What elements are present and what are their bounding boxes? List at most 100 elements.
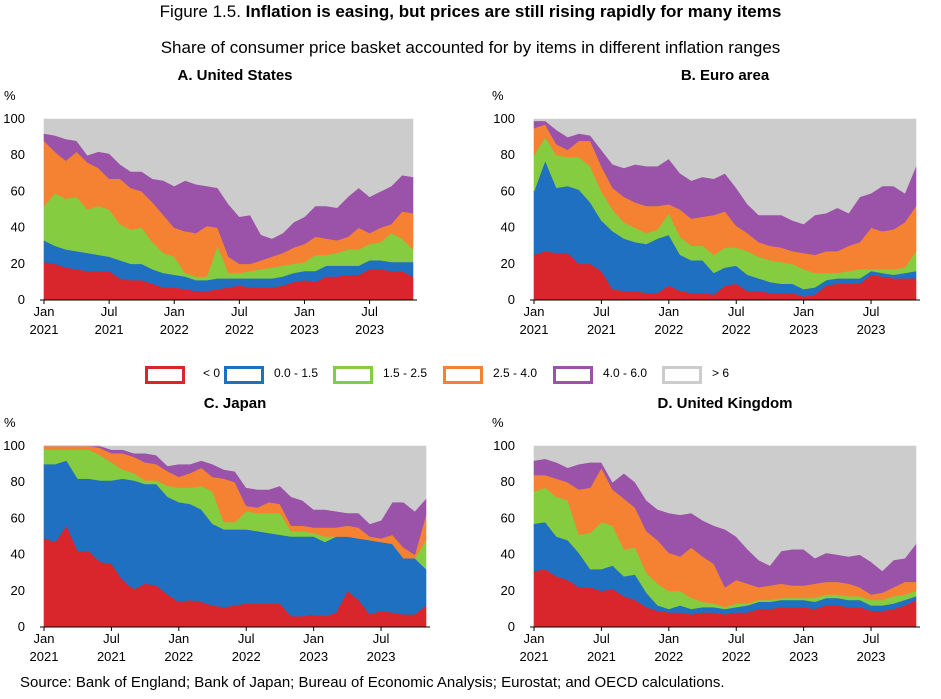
y-tick-label: 100 [3,438,25,453]
area-1.5-2.5 [533,487,917,610]
x-tick-year-label: 2021 [95,322,124,337]
x-tick-year-label: 2022 [225,322,254,337]
y-tick-label: 60 [501,183,515,198]
x-tick-label: Jul [361,304,378,319]
x-tick-label: Jul [593,304,610,319]
x-tick-label: Jul [373,631,390,646]
x-tick-label: Jul [863,631,880,646]
y-tick-label: 0 [18,292,25,307]
x-tick-year-label: 2021 [30,649,59,664]
x-tick-year-label: 2021 [587,322,616,337]
x-tick-label: Jul [863,304,880,319]
y-tick-label: 60 [11,510,25,525]
x-tick-label: Jul [238,631,255,646]
x-tick-label: Jan [658,304,679,319]
x-tick-year-label: 2023 [789,322,818,337]
x-tick-label: Jan [34,631,55,646]
x-tick-year-label: 2023 [367,649,396,664]
x-tick-label: Jan [658,631,679,646]
legend-swatch-0-1.5 [224,366,264,384]
y-tick-label: 80 [11,474,25,489]
x-tick-year-label: 2023 [299,649,328,664]
y-tick-label: 60 [501,510,515,525]
legend-swatch-above-six [662,366,702,384]
panel-title: D. United Kingdom [658,395,793,412]
area-0-1.5 [43,460,427,617]
y-tick-label: 100 [493,111,515,126]
x-tick-label: Jul [728,631,745,646]
y-tick-label: 40 [11,220,25,235]
y-tick-label: 80 [501,147,515,162]
area-4.0-6.0 [533,458,917,595]
y-tick-label: 0 [508,619,515,634]
x-tick-label: Jan [34,304,55,319]
chart-united-states: 0 20 40 60 80 100 Jan 2021 Jul 2021 Jan 2022 Jul 2022… [3,67,417,337]
x-tick-year-label: 2022 [164,649,193,664]
x-tick-year-label: 2021 [97,649,126,664]
y-axis-unit-label: % [492,88,504,103]
x-tick-label: Jul [103,631,120,646]
chart-euro-area: 0 20 40 60 80 100 Jan 2021 Jul 2021 Jan 2022 Jul 2022… [492,67,920,337]
x-tick-year-label: 2022 [722,649,751,664]
legend-label: 1.5 - 2.5 [383,366,428,380]
area-0-1.5 [533,159,917,297]
figure-subtitle: Share of consumer price basket accounted… [160,38,781,57]
area-below-zero [533,568,917,628]
x-tick-label: Jan [303,631,324,646]
y-tick-label: 0 [18,619,25,634]
x-tick-label: Jan [164,304,185,319]
y-tick-label: 100 [493,438,515,453]
x-tick-year-label: 2023 [857,649,886,664]
x-tick-year-label: 2023 [789,649,818,664]
x-tick-year-label: 2022 [160,322,189,337]
figure-title-prefix: Figure 1.5. [159,2,246,21]
figure-title-main: Inflation is easing, but prices are stil… [245,2,782,21]
y-tick-label: 80 [501,474,515,489]
y-tick-label: 80 [11,147,25,162]
area-2.5-4.0 [43,139,414,277]
x-tick-label: Jul [728,304,745,319]
legend-swatch-4.0-6.0 [553,366,593,384]
y-tick-label: 40 [501,220,515,235]
y-tick-label: 20 [501,583,515,598]
area-above-six [44,445,427,525]
x-tick-label: Jan [793,304,814,319]
y-tick-label: 20 [11,256,25,271]
figure-source: Source: Bank of England; Bank of Japan; … [20,674,725,691]
x-tick-label: Jan [524,631,545,646]
x-tick-label: Jul [101,304,118,319]
x-tick-year-label: 2022 [232,649,261,664]
area-1.5-2.5 [43,449,427,570]
y-axis-unit-label: % [4,415,16,430]
area-2.5-4.0 [533,467,917,608]
x-tick-year-label: 2021 [520,649,549,664]
area-above-six [533,445,917,572]
x-tick-year-label: 2022 [722,322,751,337]
area-0-1.5 [533,521,917,615]
y-tick-label: 100 [3,111,25,126]
legend: < 0 0.0 - 1.5 1.5 - 2.5 2.5 - 4.0 4.0 - … [0,364,941,388]
area-1.5-2.5 [533,136,917,290]
area-4.0-6.0 [44,445,427,556]
area-0-1.5 [43,239,414,292]
x-tick-year-label: 2021 [30,322,59,337]
y-tick-label: 0 [508,292,515,307]
panel-title: A. United States [177,67,292,84]
chart-japan: 0 20 40 60 80 100 Jan 2021 Jul 2021 Jan 2022 Jul 2022… [3,395,430,664]
x-tick-year-label: 2023 [290,322,319,337]
x-tick-label: Jan [168,631,189,646]
x-tick-year-label: 2022 [654,322,683,337]
legend-swatch-1.5-2.5 [333,366,373,384]
legend-label: 2.5 - 4.0 [493,366,538,380]
legend-label: 0.0 - 1.5 [274,366,319,380]
area-below-zero [43,261,414,301]
legend-label: > 6 [712,366,730,380]
area-1.5-2.5 [43,192,414,281]
x-tick-year-label: 2022 [654,649,683,664]
area-2.5-4.0 [533,124,917,274]
x-tick-label: Jan [294,304,315,319]
area-above-six [533,118,917,225]
panel-title: B. Euro area [681,67,770,84]
figure-title: Figure 1.5. Inflation is easing, but pri… [0,2,941,22]
